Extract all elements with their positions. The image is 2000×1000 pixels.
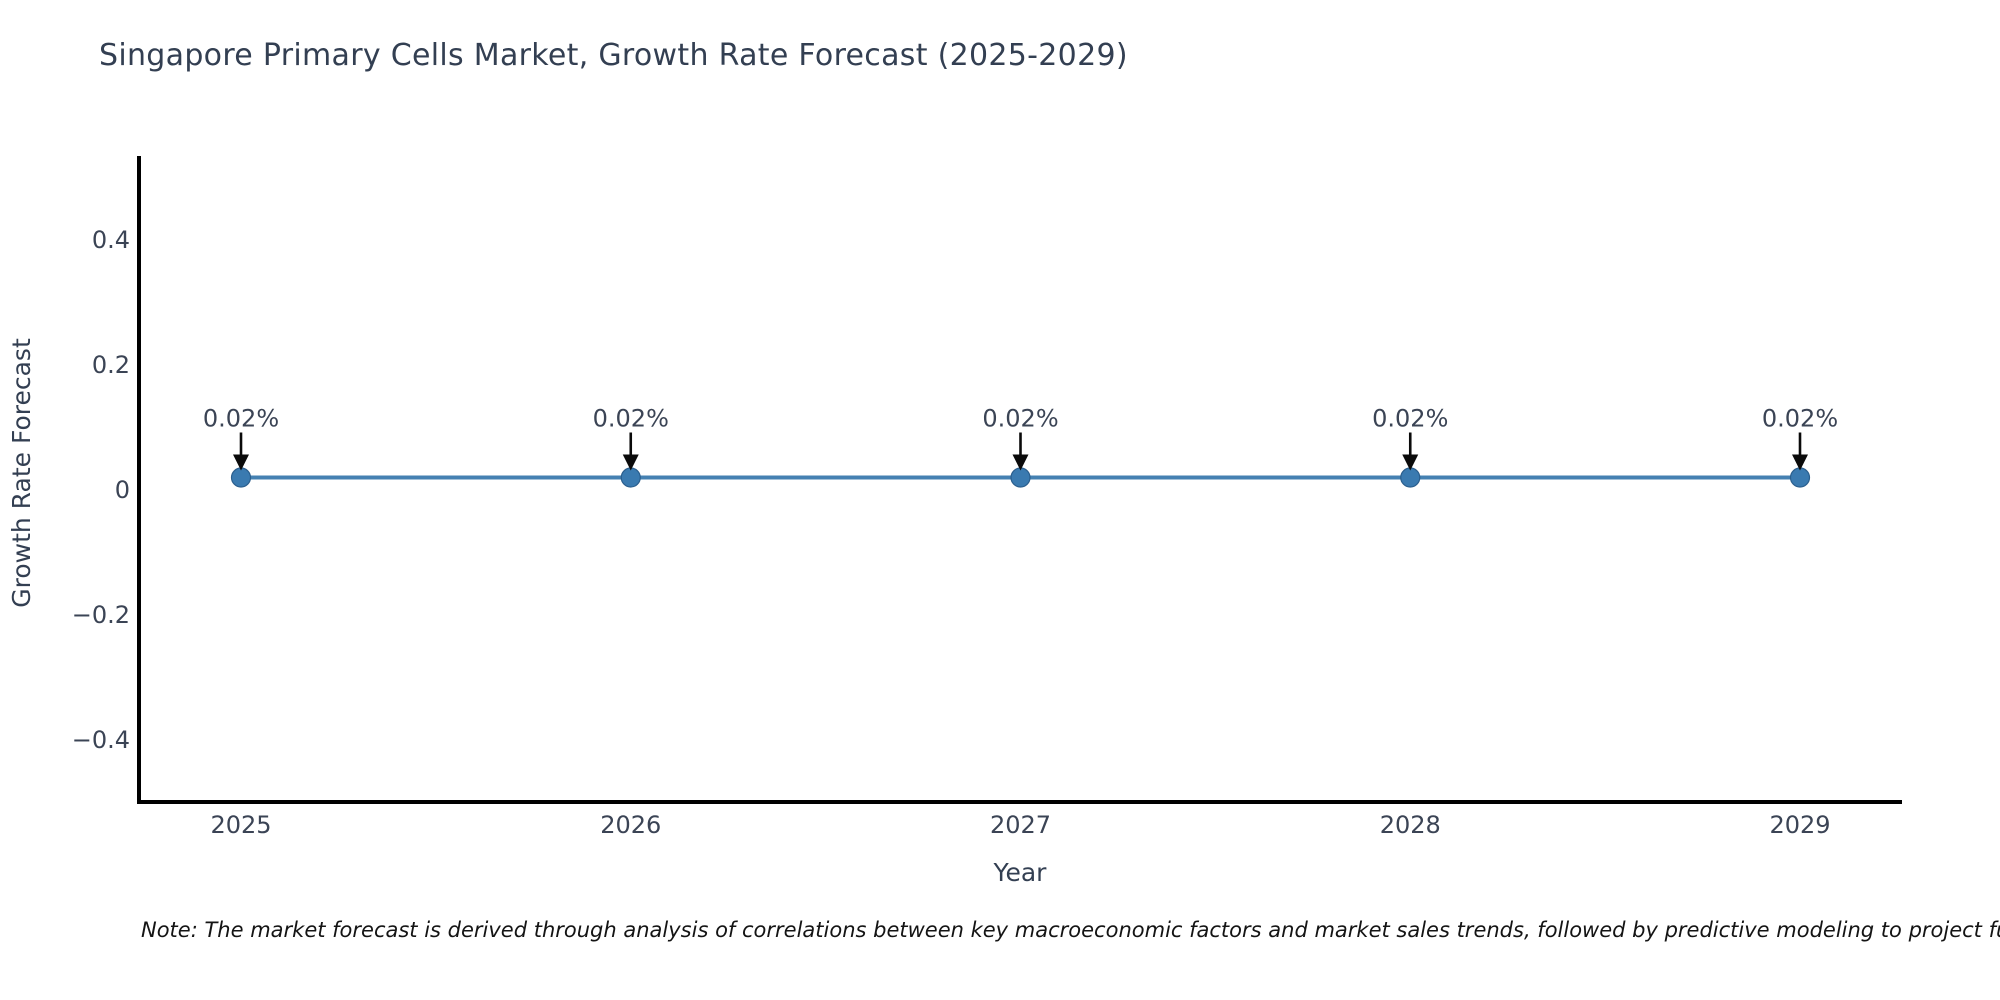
y-tick-label: 0.2: [92, 351, 130, 379]
x-tick-label: 2027: [990, 811, 1051, 839]
point-value-label: 0.02%: [1372, 405, 1448, 433]
point-value-label: 0.02%: [982, 405, 1058, 433]
chart-title: Singapore Primary Cells Market, Growth R…: [99, 38, 1128, 73]
x-axis-label: Year: [993, 858, 1048, 887]
x-axis-ticks: 2025 2026 2027 2028 2029: [210, 811, 1830, 839]
data-point-marker: [620, 467, 641, 488]
point-annotations: 0.02% 0.02% 0.02% 0.02% 0.02%: [203, 405, 1838, 471]
y-tick-label: −0.4: [72, 726, 130, 754]
data-point-marker: [1789, 467, 1811, 488]
data-series: [230, 467, 1811, 488]
annotation-arrow-head: [1792, 454, 1808, 471]
data-point-marker: [1400, 467, 1421, 488]
annotation-arrow-head: [233, 454, 249, 471]
y-tick-label: −0.2: [72, 601, 130, 629]
footnote: Note: The market forecast is derived thr…: [141, 918, 2000, 942]
x-tick-label: 2026: [600, 811, 661, 839]
annotation-arrow-head: [1402, 454, 1419, 471]
point-value-label: 0.02%: [1762, 405, 1838, 433]
x-tick-label: 2028: [1380, 811, 1441, 839]
x-tick-label: 2025: [210, 811, 271, 839]
x-tick-label: 2029: [1769, 811, 1830, 839]
data-point-marker: [230, 467, 252, 488]
annotation-arrow-head: [1012, 454, 1029, 471]
y-tick-label: 0: [115, 476, 130, 504]
y-axis-ticks: 0.4 0.2 0 −0.2 −0.4: [72, 226, 130, 754]
data-point-marker: [1010, 467, 1031, 488]
point-value-label: 0.02%: [593, 405, 669, 433]
point-value-label: 0.02%: [203, 405, 279, 433]
annotation-arrow-head: [622, 454, 639, 471]
y-axis-label: Growth Rate Forecast: [7, 338, 36, 608]
y-tick-label: 0.4: [92, 226, 130, 254]
